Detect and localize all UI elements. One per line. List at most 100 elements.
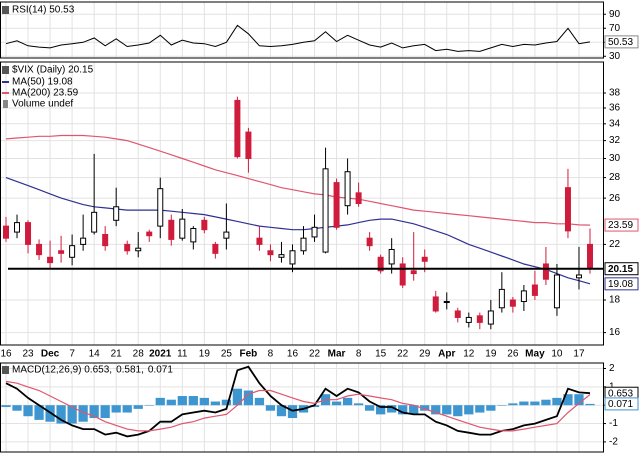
x-tick-label: 14 xyxy=(89,349,101,360)
x-tick-label: 7 xyxy=(69,349,75,360)
moving-average-line xyxy=(5,177,591,285)
candle-body xyxy=(223,231,230,239)
value-box-label: 0.071 xyxy=(608,399,633,410)
histogram-bar xyxy=(133,405,143,409)
legend-label: MA(200) 23.59 xyxy=(12,88,79,99)
y-tick-label: 18 xyxy=(609,295,621,306)
candle-body xyxy=(366,237,373,247)
candle-body xyxy=(168,219,175,240)
value-box xyxy=(604,277,639,291)
candle-body xyxy=(553,274,560,309)
y-tick-label: 38 xyxy=(609,88,621,99)
y-tick-label: -1 xyxy=(609,418,618,429)
x-tick-label: 22 xyxy=(397,349,409,360)
macd-line xyxy=(5,365,591,438)
value-box-label: 19.08 xyxy=(608,279,633,290)
x-tick-label: 25 xyxy=(221,349,233,360)
legend-label: MA(50) 19.08 xyxy=(12,77,73,88)
candle-body xyxy=(587,243,593,270)
legend-label: MACD(12,26,9) 0.653, xyxy=(12,365,112,376)
histogram-bar xyxy=(232,388,243,406)
x-tick-label: 19 xyxy=(485,349,497,360)
y-tick-label: 30 xyxy=(609,51,621,62)
panel-title: $VIX (Daily) 20.15 xyxy=(12,65,94,76)
legend-label: Volume undef xyxy=(12,99,73,110)
candle-body xyxy=(311,226,318,238)
histogram-bar xyxy=(89,405,99,419)
value-box xyxy=(604,397,639,411)
candle-body xyxy=(212,243,219,254)
candle-body xyxy=(465,316,472,323)
y-tick-label: 70 xyxy=(609,23,621,34)
legend-label: 0.071 xyxy=(148,365,173,376)
candle-body xyxy=(531,284,538,296)
histogram-bar xyxy=(199,397,209,406)
histogram-bar xyxy=(67,405,77,424)
value-box-label: 0.653 xyxy=(608,388,633,399)
histogram-bar xyxy=(100,405,110,419)
x-tick-label: 11 xyxy=(177,349,188,360)
histogram-bar xyxy=(585,403,595,406)
histogram-bar xyxy=(409,405,419,415)
panel-frame xyxy=(0,362,604,453)
candle-body xyxy=(509,299,516,307)
histogram-bar xyxy=(111,405,121,413)
x-tick-label: 12 xyxy=(463,349,475,360)
histogram-bar xyxy=(243,390,254,406)
candle-body xyxy=(377,256,384,272)
histogram-bar xyxy=(56,405,66,424)
histogram-bar xyxy=(387,405,397,413)
y-tick-label: 2 xyxy=(609,363,615,374)
y-tick-label: -2 xyxy=(609,437,618,448)
candle-body xyxy=(256,237,263,245)
candle-body xyxy=(113,206,120,221)
candle-body xyxy=(421,256,428,262)
histogram-bar xyxy=(475,405,485,413)
candle-body xyxy=(267,250,274,256)
x-tick-label: 28 xyxy=(133,349,145,360)
histogram-bar xyxy=(464,405,474,415)
y-tick-label: 22 xyxy=(609,239,621,250)
histogram-bar xyxy=(265,405,276,411)
histogram-bar xyxy=(453,405,463,417)
x-tick-label: 16 xyxy=(287,349,299,360)
candle-body xyxy=(399,263,406,286)
histogram-bar xyxy=(188,396,198,406)
histogram-bar xyxy=(177,396,187,406)
candle-body xyxy=(454,310,461,318)
histogram-bar xyxy=(12,405,22,411)
value-box xyxy=(604,262,639,276)
histogram-bar xyxy=(331,401,342,406)
histogram-bar xyxy=(1,405,11,408)
candle-body xyxy=(575,274,582,279)
x-tick-label: 16 xyxy=(0,349,12,360)
x-tick-label: 29 xyxy=(419,349,431,360)
candle-body xyxy=(289,250,296,265)
value-box xyxy=(604,35,639,49)
macd-line xyxy=(5,380,591,432)
candle-body xyxy=(80,237,87,245)
candle-body xyxy=(498,288,505,309)
x-tick-label: Dec xyxy=(41,349,60,360)
x-tick-label: 8 xyxy=(268,349,274,360)
x-tick-label: 26 xyxy=(507,349,519,360)
histogram-bar xyxy=(376,405,386,415)
candle-body xyxy=(388,248,395,265)
histogram-bar xyxy=(276,405,287,417)
x-tick-label: 22 xyxy=(309,349,321,360)
y-tick-label: 90 xyxy=(609,9,621,20)
x-tick-label: 8 xyxy=(356,349,362,360)
candle-body xyxy=(25,222,32,245)
histogram-bar xyxy=(431,405,441,415)
histogram-bar xyxy=(287,405,298,419)
candle-body xyxy=(3,225,9,239)
y-tick-label: 16 xyxy=(609,327,621,338)
rsi-line xyxy=(5,24,591,52)
candle-body xyxy=(432,296,439,312)
histogram-bar xyxy=(144,405,154,406)
histogram-bar xyxy=(155,397,165,406)
histogram-bar xyxy=(442,405,452,415)
candle-body xyxy=(564,187,571,232)
